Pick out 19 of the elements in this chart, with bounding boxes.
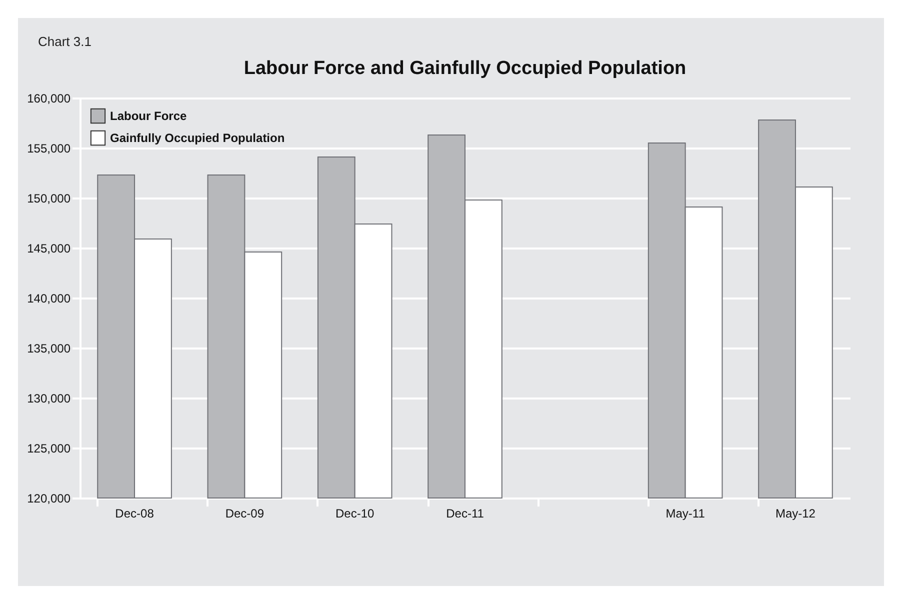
y-tick-label: 130,000 <box>27 392 71 406</box>
y-tick-label: 155,000 <box>27 142 71 156</box>
x-tick-label: Dec-09 <box>225 506 264 520</box>
y-tick-label: 145,000 <box>27 242 71 256</box>
chart-title: Labour Force and Gainfully Occupied Population <box>244 58 686 79</box>
y-tick-label: 120,000 <box>27 492 71 506</box>
y-tick-label: 160,000 <box>27 92 71 106</box>
caption: Chart 3.1 <box>38 34 92 49</box>
x-tick-label: Dec-10 <box>336 506 375 520</box>
x-tick-label: Dec-08 <box>115 506 154 520</box>
y-tick-label: 125,000 <box>27 442 71 456</box>
x-tick-label: May-11 <box>666 506 706 520</box>
x-tick-label: Dec-11 <box>446 506 484 520</box>
y-tick-label: 150,000 <box>27 192 71 206</box>
y-tick-label: 135,000 <box>27 342 71 356</box>
legend-label: Labour Force <box>110 109 187 123</box>
y-tick-label: 140,000 <box>27 292 71 306</box>
x-tick-label: May-12 <box>775 506 816 520</box>
legend-label: Gainfully Occupied Population <box>110 131 285 145</box>
